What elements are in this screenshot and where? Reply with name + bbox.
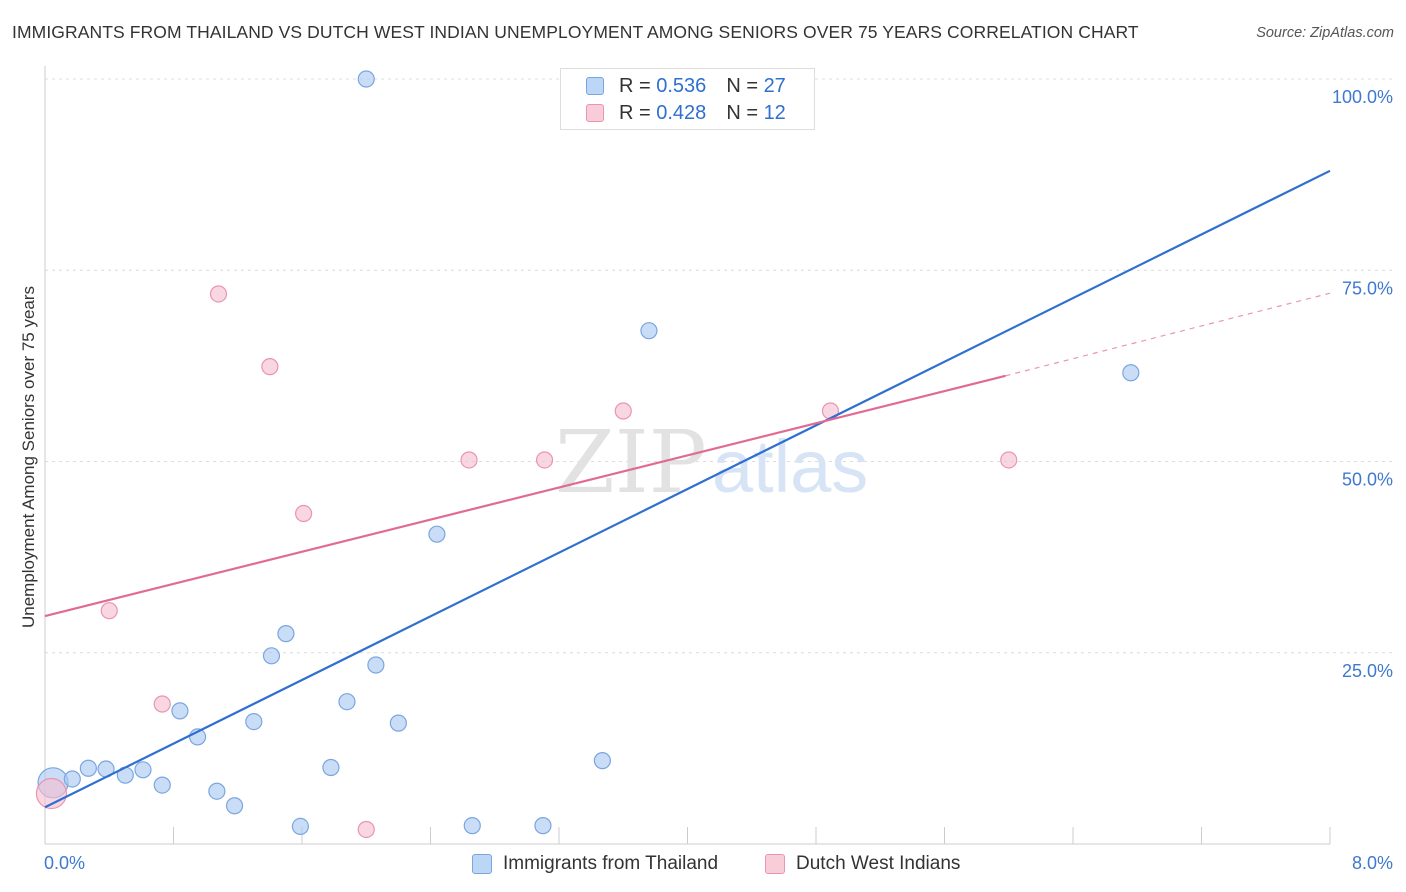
n-value-thailand: 27	[763, 74, 786, 97]
trend-line-thailand	[44, 169, 1331, 809]
point-dutch-west-indian	[460, 451, 478, 469]
chart-title: IMMIGRANTS FROM THAILAND VS DUTCH WEST I…	[12, 22, 1139, 42]
point-dutch-west-indian	[614, 402, 632, 420]
gridlines	[45, 78, 1393, 654]
legend-swatch-bottom-dutch	[765, 854, 785, 874]
legend-item-dutch[interactable]: Dutch West Indians	[765, 851, 960, 877]
point-dutch-west-indian	[295, 504, 313, 523]
y-tick-label: 25.0%	[1342, 661, 1393, 681]
point-thailand	[153, 776, 171, 794]
legend-row-thailand: R = 0.536 N = 27	[586, 73, 786, 99]
axes	[44, 66, 1331, 845]
tick-labels: 25.0% 50.0% 75.0% 100.0% 0.0% 8.0%	[44, 87, 1393, 873]
point-thailand	[245, 712, 263, 731]
y-axis-label: Unemployment Among Seniors over 75 years	[19, 286, 38, 628]
watermark: ZIP atlas	[555, 413, 868, 513]
point-thailand	[428, 525, 446, 543]
point-dutch-west-indian	[535, 451, 554, 469]
r-value-dutch: 0.428	[656, 101, 707, 124]
x-tick-label: 0.0%	[44, 853, 85, 873]
watermark-zip: ZIP	[555, 413, 707, 513]
point-thailand	[291, 817, 309, 836]
point-thailand	[338, 693, 356, 711]
legend-swatch-thailand	[586, 77, 604, 95]
y-tick-label: 75.0%	[1342, 278, 1393, 298]
point-thailand	[367, 656, 385, 674]
point-thailand	[357, 70, 375, 88]
y-tick-label: 100.0%	[1332, 87, 1393, 107]
point-thailand	[640, 322, 658, 340]
legend-item-thailand[interactable]: Immigrants from Thailand	[472, 851, 718, 877]
point-thailand	[534, 817, 552, 835]
point-dutch-west-indian	[1000, 451, 1018, 469]
point-thailand	[79, 759, 97, 777]
legend-row-dutch: R = 0.428 N = 12	[586, 100, 786, 126]
point-thailand	[593, 752, 611, 770]
data-points	[35, 70, 1140, 839]
legend-swatch-bottom-thailand	[472, 854, 492, 874]
trend-line-dutch	[44, 374, 1006, 618]
legend-swatch-dutch	[586, 104, 604, 122]
point-dutch-west-indian	[261, 358, 279, 376]
point-thailand	[262, 647, 281, 665]
point-thailand	[463, 817, 481, 835]
point-thailand	[134, 761, 152, 779]
point-dutch-west-indian	[209, 285, 228, 303]
source-credit: Source: ZipAtlas.com	[1256, 25, 1394, 41]
point-dutch-west-indian	[357, 820, 375, 839]
trend-line-dutch-extension	[1005, 292, 1331, 377]
n-value-dutch: 12	[763, 101, 786, 124]
legend-label-dutch: Dutch West Indians	[796, 853, 961, 874]
point-thailand	[171, 702, 189, 720]
correlation-legend: R = 0.536 N = 27 R = 0.428 N = 12	[560, 68, 815, 130]
r-value-thailand: 0.536	[656, 74, 707, 97]
y-tick-label: 50.0%	[1342, 470, 1393, 490]
x-tick-label: 8.0%	[1352, 853, 1393, 873]
trend-lines	[44, 169, 1331, 809]
point-thailand	[63, 770, 81, 788]
point-thailand	[277, 625, 295, 643]
point-thailand	[225, 797, 244, 815]
legend-label-thailand: Immigrants from Thailand	[503, 853, 719, 874]
point-thailand	[208, 782, 226, 800]
point-dutch-west-indian	[153, 695, 171, 713]
point-thailand	[1122, 364, 1140, 382]
point-dutch-west-indian	[100, 602, 118, 620]
point-thailand	[389, 714, 407, 732]
point-thailand	[322, 758, 340, 777]
